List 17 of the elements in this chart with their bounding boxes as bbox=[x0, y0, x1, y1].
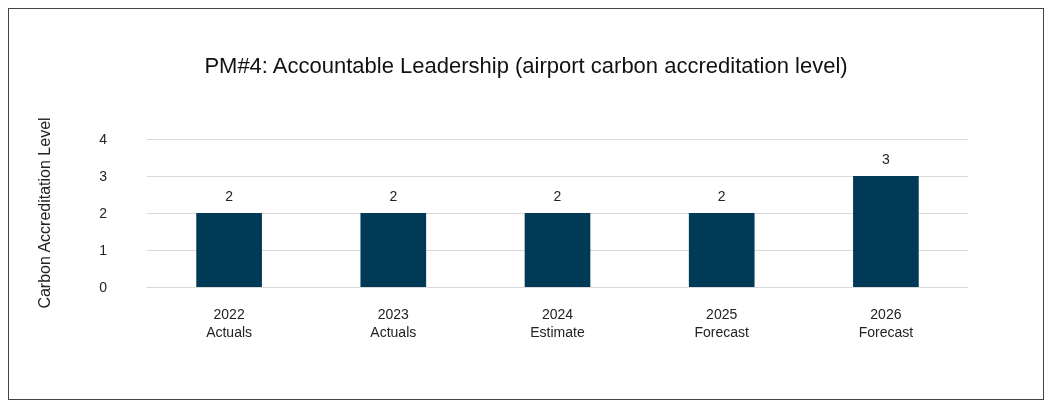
data-label: 3 bbox=[882, 151, 890, 167]
y-tick-label: 4 bbox=[99, 131, 108, 147]
y-tick-label: 3 bbox=[99, 168, 108, 184]
x-tick-label: 2026 Forecast bbox=[858, 306, 914, 340]
chart-title: PM#4: Accountable Leadership (airport carbon accreditation level) bbox=[204, 52, 848, 78]
x-tick-label: 2025 Forecast bbox=[694, 306, 750, 340]
data-label: 2 bbox=[389, 188, 398, 204]
x-tick-label: 2023 Actuals bbox=[370, 306, 417, 340]
x-tick-label: 2022 Actuals bbox=[206, 306, 253, 340]
y-axis-title: Carbon Accreditation Level bbox=[35, 117, 53, 309]
data-label: 2 bbox=[225, 188, 234, 204]
y-tick-label: 0 bbox=[99, 279, 108, 295]
data-label: 2 bbox=[717, 188, 726, 204]
y-tick-label: 1 bbox=[99, 242, 108, 258]
y-tick-label: 2 bbox=[99, 205, 108, 221]
x-tick-label: 2024 Estimate bbox=[530, 306, 585, 340]
data-label: 2 bbox=[553, 188, 562, 204]
